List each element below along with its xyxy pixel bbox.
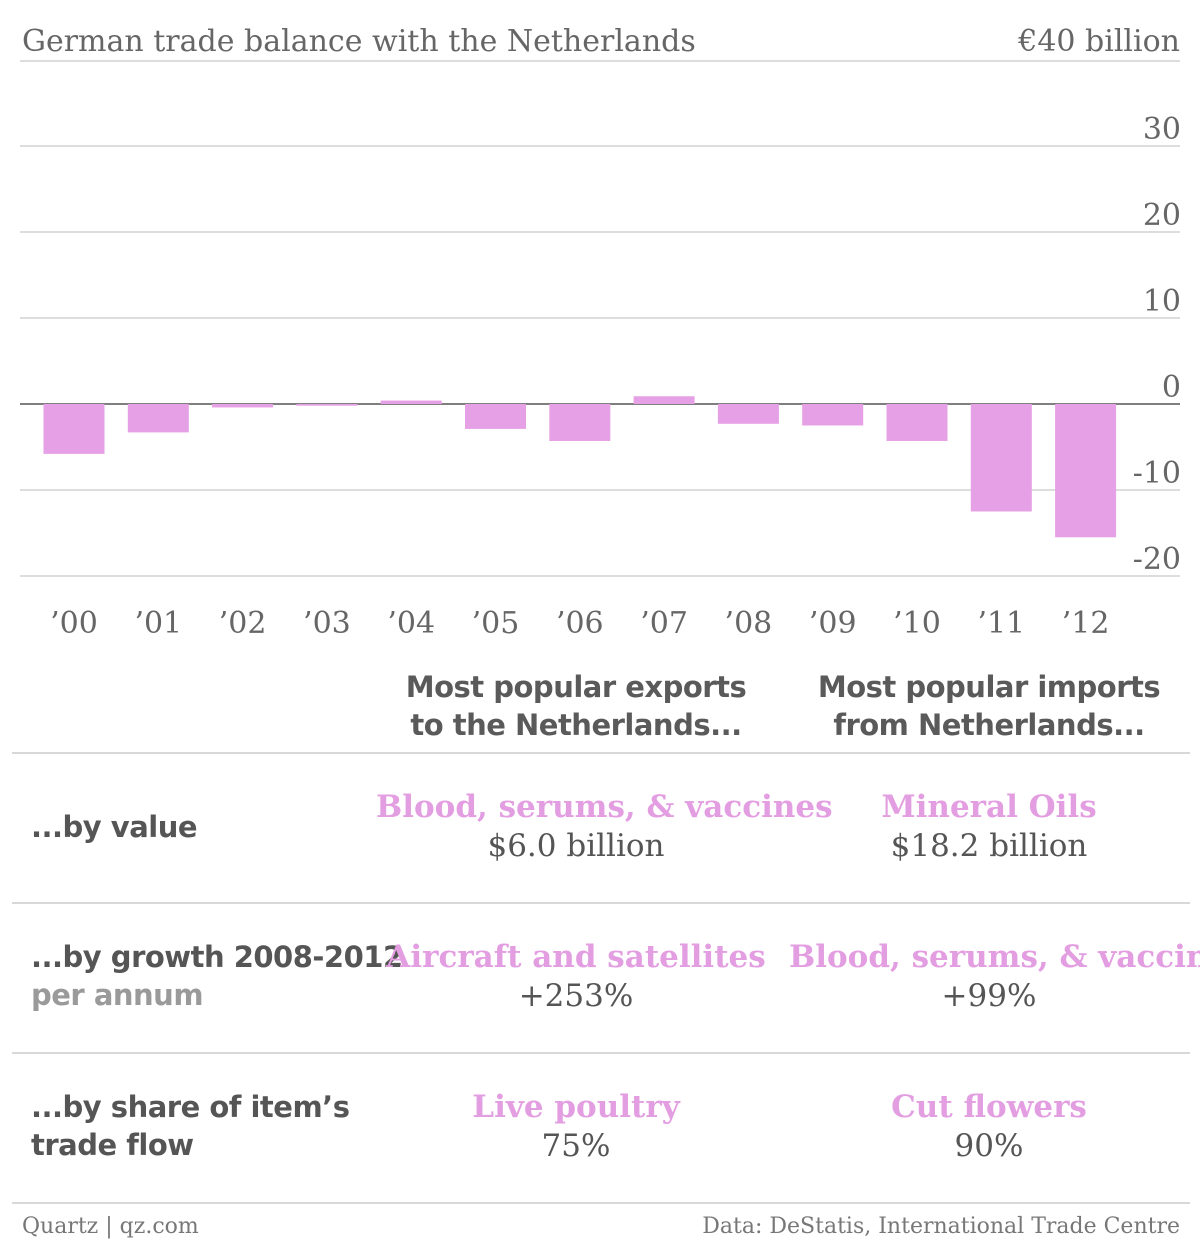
table-divider <box>12 902 1190 904</box>
y-tick-label: 20 <box>1143 198 1181 233</box>
row-label-by-share-line2: trade flow <box>31 1128 194 1162</box>
row-label-by-share: ...by share of item’s trade flow <box>31 1088 350 1164</box>
exports-by-share-cell: Live poultry 75% <box>376 1088 776 1166</box>
bar <box>717 404 779 424</box>
x-tick-label: ’07 <box>640 606 688 641</box>
imports-by-growth-amount: +99% <box>941 978 1037 1014</box>
y-tick-label: 30 <box>1143 112 1181 147</box>
row-label-by-growth-main: ...by growth 2008-2012 <box>31 940 403 974</box>
exports-by-growth-amount: +253% <box>518 978 634 1014</box>
imports-by-share-cell: Cut flowers 90% <box>789 1088 1189 1166</box>
imports-by-growth-cell: Blood, serums, & vaccines +99% <box>789 938 1200 1016</box>
trade-balance-chart: German trade balance with the Netherland… <box>20 24 1181 641</box>
imports-by-value-item: Mineral Oils <box>881 789 1097 825</box>
imports-by-value-cell: Mineral Oils $18.2 billion <box>789 788 1189 866</box>
x-tick-label: ’01 <box>134 606 182 641</box>
footer-source: Data: DeStatis, International Trade Cent… <box>702 1214 1180 1239</box>
x-tick-label: ’03 <box>303 606 351 641</box>
bar <box>802 404 864 426</box>
imports-header-line2: from Netherlands... <box>833 708 1145 742</box>
bar <box>43 404 105 454</box>
x-tick-label: ’04 <box>387 606 435 641</box>
row-label-by-value: ...by value <box>31 810 198 844</box>
exports-by-value-cell: Blood, serums, & vaccines $6.0 billion <box>376 788 833 866</box>
bar <box>380 400 442 404</box>
bar <box>549 404 611 441</box>
imports-by-share-amount: 90% <box>954 1128 1024 1164</box>
y-axis-unit-label: €40 billion <box>1017 24 1180 59</box>
row-label-by-growth-sub: per annum <box>31 978 204 1012</box>
y-tick-label: 0 <box>1162 370 1181 405</box>
x-tick-label: ’09 <box>809 606 857 641</box>
x-tick-label: ’00 <box>50 606 98 641</box>
bars <box>43 396 1117 538</box>
exports-by-growth-item: Aircraft and satellites <box>386 939 766 975</box>
bar <box>465 404 526 429</box>
x-tick-label: ’12 <box>1062 606 1110 641</box>
exports-column-header: Most popular exports to the Netherlands.… <box>376 668 776 744</box>
imports-by-value-amount: $18.2 billion <box>890 828 1088 864</box>
x-tick-label: ’11 <box>977 606 1025 641</box>
exports-by-value-item: Blood, serums, & vaccines <box>376 789 833 825</box>
exports-by-growth-cell: Aircraft and satellites +253% <box>376 938 776 1016</box>
bar <box>633 396 695 404</box>
x-tick-label: ’06 <box>556 606 604 641</box>
x-tick-label: ’10 <box>893 606 941 641</box>
bar <box>127 404 189 433</box>
y-tick-labels: 30 20 10 0 -10 -20 <box>1133 112 1181 577</box>
exports-header-line2: to the Netherlands... <box>410 708 742 742</box>
bar <box>296 404 358 406</box>
imports-header-line1: Most popular imports <box>817 670 1161 704</box>
footer-credit: Quartz | qz.com <box>22 1214 199 1239</box>
imports-by-growth-item: Blood, serums, & vaccines <box>789 939 1200 975</box>
bar <box>970 404 1032 512</box>
y-tick-label: -20 <box>1133 542 1181 577</box>
x-tick-label: ’02 <box>219 606 267 641</box>
table-divider <box>12 1052 1190 1054</box>
bar <box>1055 404 1117 538</box>
bar <box>212 404 274 408</box>
exports-header-line1: Most popular exports <box>405 670 747 704</box>
bar <box>886 404 948 441</box>
exports-by-share-amount: 75% <box>541 1128 611 1164</box>
table-divider <box>12 1202 1190 1204</box>
row-label-by-share-line1: ...by share of item’s <box>31 1090 350 1124</box>
row-label-by-growth: ...by growth 2008-2012 per annum <box>31 938 403 1014</box>
table-divider <box>12 752 1190 754</box>
x-tick-label: ’08 <box>725 606 773 641</box>
imports-by-share-item: Cut flowers <box>891 1089 1087 1125</box>
exports-by-share-item: Live poultry <box>472 1089 680 1125</box>
y-tick-label: 10 <box>1143 284 1181 319</box>
y-tick-label: -10 <box>1133 456 1181 491</box>
exports-by-value-amount: $6.0 billion <box>487 828 665 864</box>
chart-title: German trade balance with the Netherland… <box>22 24 696 59</box>
x-tick-labels: ’00 ’01 ’02 ’03 ’04 ’05 ’06 ’07 ’08 ’09 ’10 ’11 ’12 <box>50 606 1109 641</box>
imports-column-header: Most popular imports from Netherlands... <box>789 668 1189 744</box>
x-tick-label: ’05 <box>472 606 520 641</box>
